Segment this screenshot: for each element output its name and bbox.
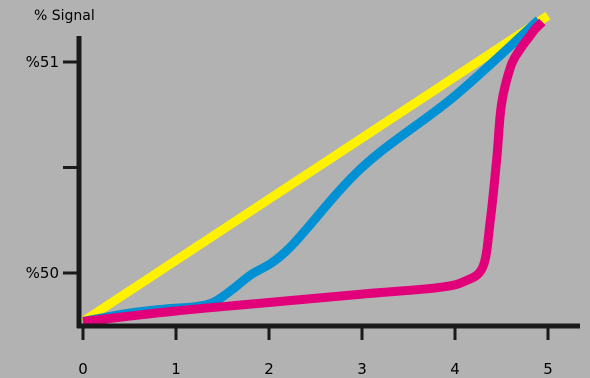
y-axis-label: % Signal [34, 8, 95, 24]
axes-layer: 0 1 2 3 4 5 %50 %51 [26, 36, 580, 378]
x-tick-label-1: 1 [171, 360, 181, 378]
x-tick-label-0: 0 [78, 360, 88, 378]
x-tick-label-3: 3 [357, 360, 367, 378]
x-tick-label-5: 5 [543, 360, 553, 378]
series-line-3 [82, 18, 546, 326]
x-tick-label-4: 4 [450, 360, 460, 378]
series-layer [80, 11, 551, 326]
y-tick-label-2: %51 [26, 53, 59, 71]
y-tick-label-0: %50 [26, 264, 59, 282]
series-line-1 [80, 11, 551, 326]
labels-layer: % Signal [34, 8, 95, 24]
x-tick-label-2: 2 [264, 360, 274, 378]
